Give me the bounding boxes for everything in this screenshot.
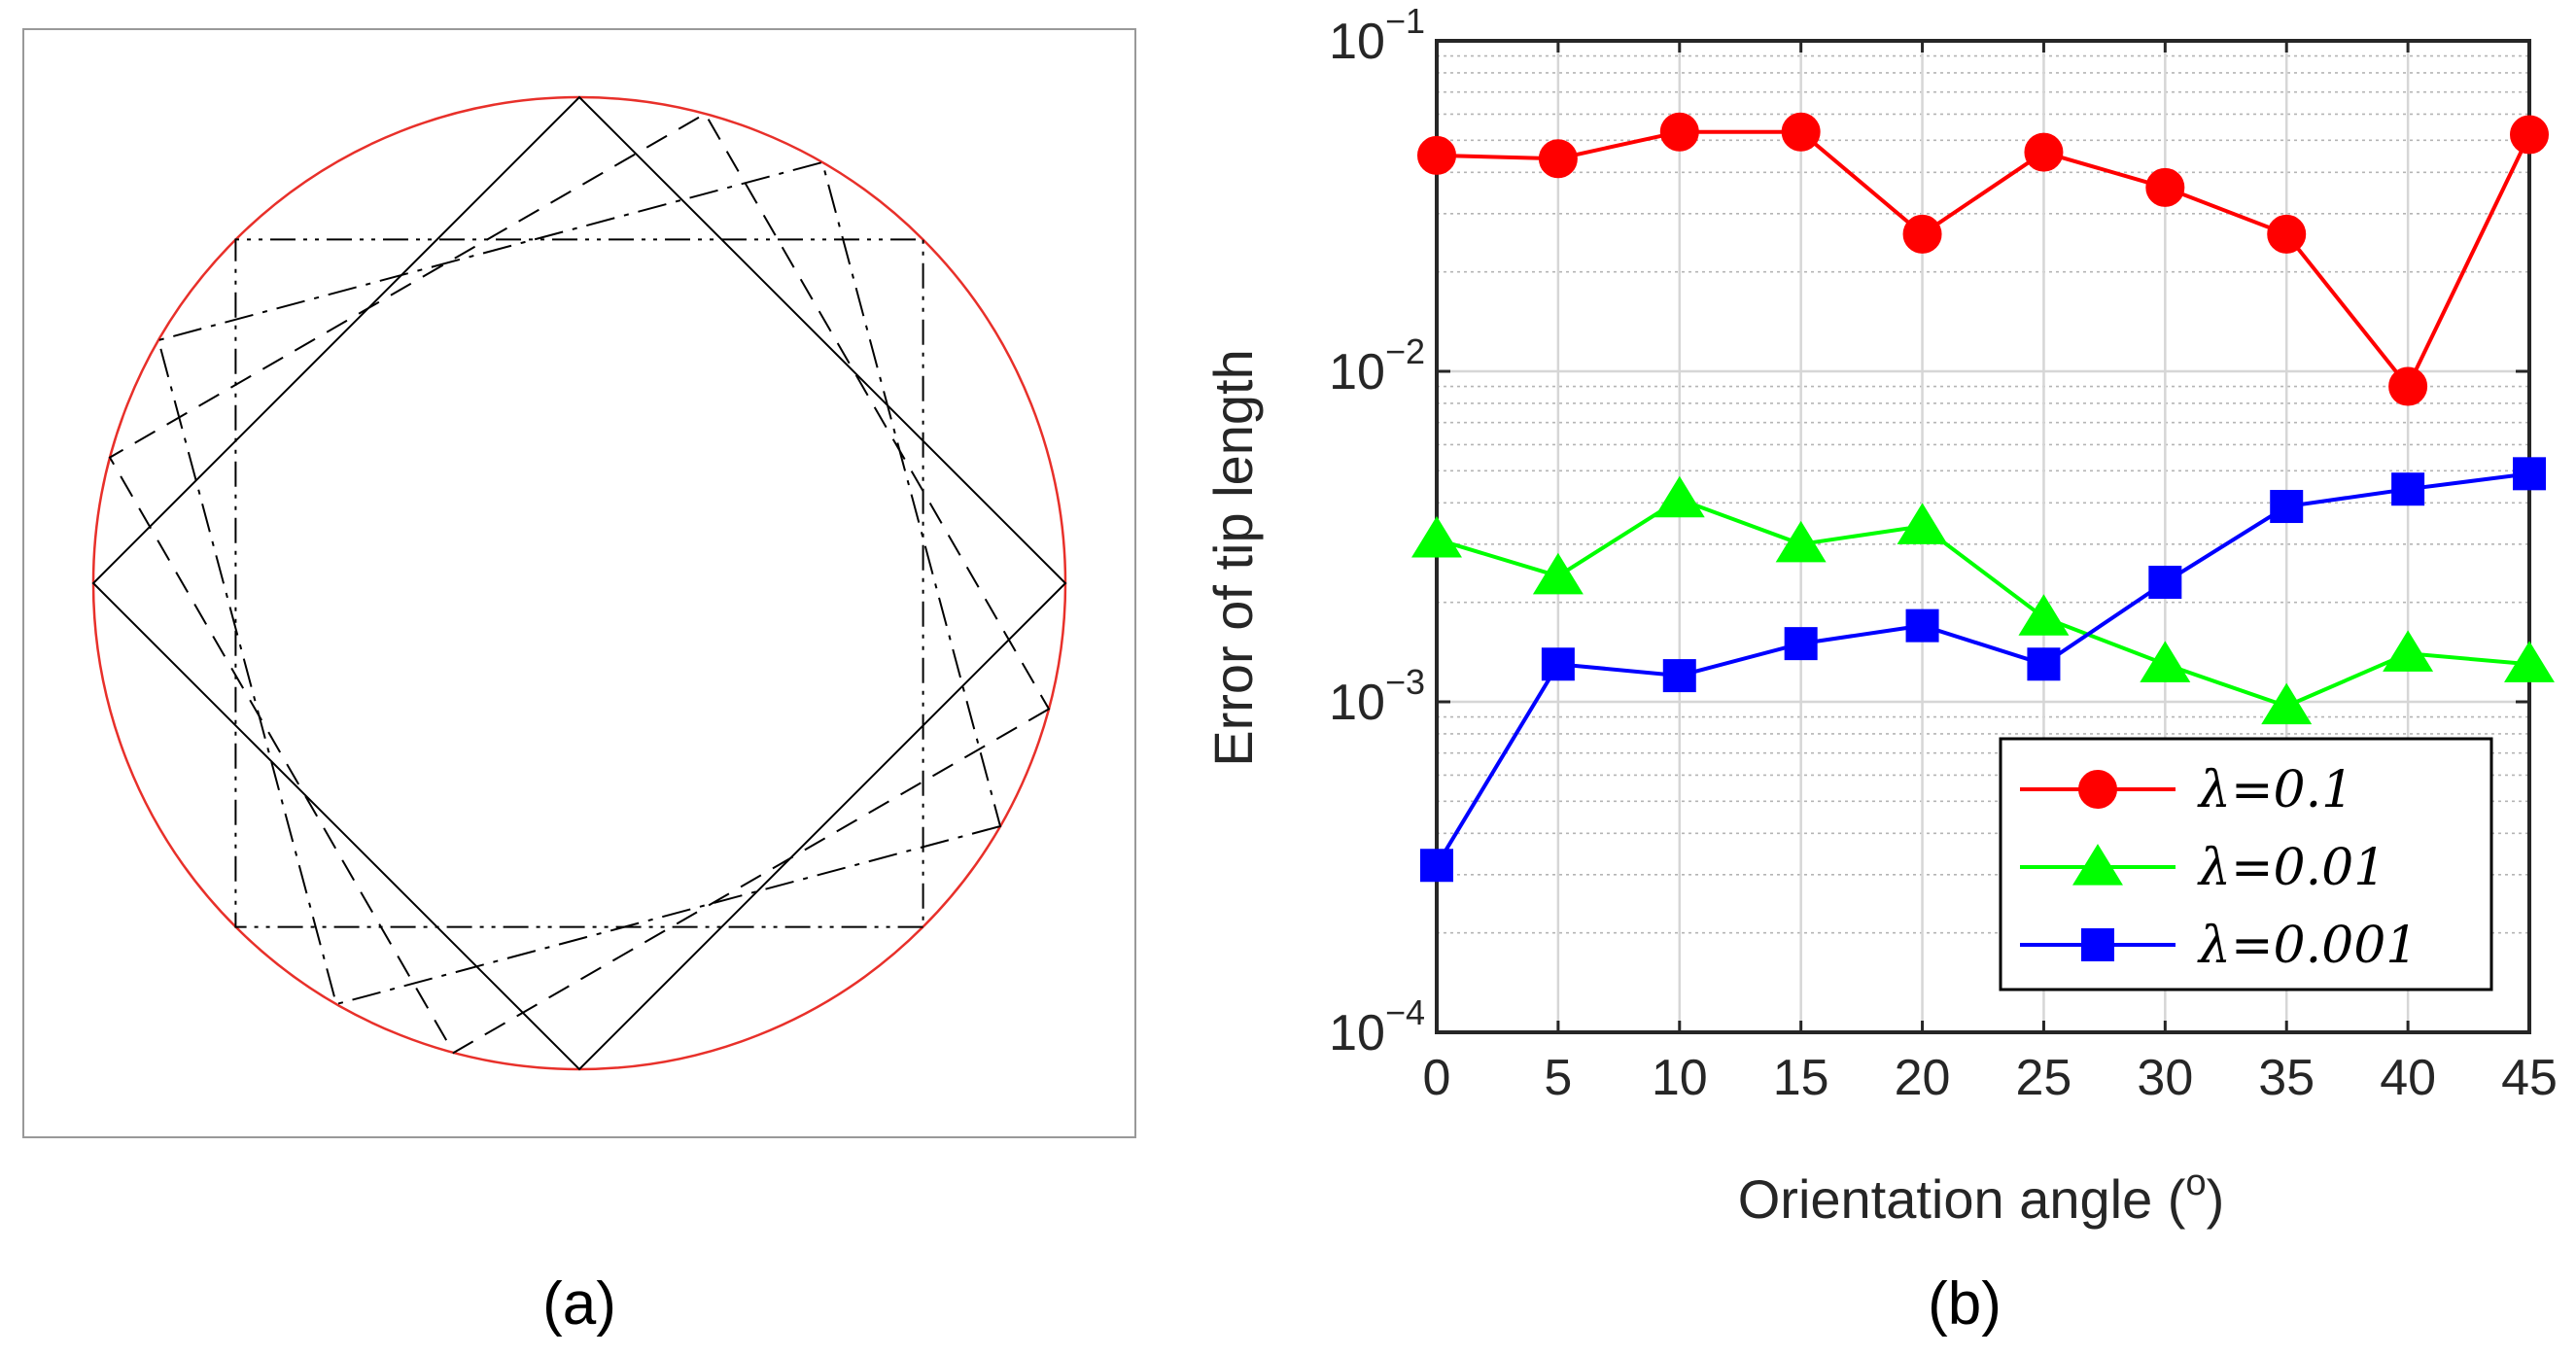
series-line: [1436, 497, 2530, 709]
data-point: [2261, 682, 2313, 725]
y-tick-label-base: 10: [1329, 1005, 1385, 1061]
y-tick-label: 10−4: [1329, 992, 1425, 1061]
x-tick-label: 0: [1423, 1050, 1451, 1106]
data-point: [2140, 641, 2191, 682]
x-tick-label: 35: [2258, 1050, 2315, 1106]
data-point: [2270, 490, 2304, 524]
legend-entry: λ=0.001: [2020, 917, 2418, 975]
data-point: [1411, 516, 1462, 558]
legend-label: λ=0.1: [2197, 761, 2353, 819]
data-point: [1905, 608, 1939, 643]
panel-a-frame: [22, 28, 1136, 1138]
x-axis-label-end: ): [2207, 1168, 2225, 1230]
data-point: [2513, 457, 2546, 491]
data-point: [1541, 647, 1575, 681]
data-point: [1659, 112, 1699, 152]
series-1: [1417, 112, 2549, 406]
y-tick-label-exponent: −3: [1385, 662, 1425, 702]
data-point: [1417, 135, 1456, 175]
data-point: [1902, 214, 1942, 254]
y-tick-label-base: 10: [1329, 675, 1385, 731]
y-tick-label-exponent: −2: [1385, 331, 1425, 371]
data-point: [2145, 167, 2185, 207]
x-tick-label: 40: [2380, 1050, 2436, 1106]
series-line: [1435, 471, 2530, 867]
data-point: [2383, 630, 2434, 672]
data-point: [2148, 566, 2182, 600]
square-15deg: [157, 160, 1002, 1006]
data-point: [2510, 115, 2549, 155]
data-point: [1654, 475, 1705, 518]
y-tick-label-base: 10: [1329, 14, 1385, 70]
x-tick-label: 20: [1895, 1050, 1951, 1106]
legend-entry: λ=0.01: [2020, 839, 2385, 897]
legend-marker: [2078, 770, 2117, 809]
data-point: [1775, 520, 1827, 563]
data-point: [1532, 552, 1584, 595]
legend-entry: λ=0.1: [2020, 761, 2353, 819]
series-2: [1411, 475, 2555, 725]
data-point: [2504, 641, 2555, 682]
x-tick-label: 5: [1544, 1050, 1572, 1106]
panel-b-label: (b): [1928, 1270, 2002, 1338]
panel-a-label: (a): [542, 1270, 616, 1338]
chart-series: [1411, 112, 2555, 883]
data-point: [2024, 132, 2064, 172]
x-axis-label-main: Orientation angle (: [1738, 1168, 2186, 1230]
x-tick-label: 10: [1652, 1050, 1708, 1106]
circumscribed-circle: [91, 95, 1067, 1071]
data-point: [1897, 503, 1948, 544]
data-point: [1420, 849, 1453, 883]
data-point: [1662, 659, 1696, 693]
square-30deg: [108, 112, 1051, 1055]
legend: λ=0.1 λ=0.01 λ=0.001: [1999, 737, 2493, 991]
panel-a: (a): [22, 28, 1136, 1338]
data-point: [1538, 139, 1578, 179]
y-tick-label: 10−2: [1329, 331, 1425, 400]
y-tick-label: 10−3: [1329, 662, 1425, 731]
x-axis-label: Orientation angle (o): [1738, 1163, 2225, 1230]
data-point: [2388, 366, 2428, 406]
panel-a-shapes: [91, 95, 1067, 1071]
y-tick-label-base: 10: [1329, 344, 1385, 400]
data-point: [2027, 647, 2061, 681]
data-point: [2391, 472, 2425, 506]
y-tick-label: 10−1: [1329, 1, 1425, 70]
data-point: [2267, 214, 2307, 254]
legend-items: λ=0.1 λ=0.01 λ=0.001: [2020, 761, 2418, 975]
legend-marker: [2072, 844, 2123, 886]
x-axis-label-sup: o: [2185, 1163, 2206, 1203]
series-3: [1420, 457, 2546, 883]
legend-label: λ=0.01: [2197, 839, 2385, 897]
x-tick-label: 30: [2137, 1050, 2193, 1106]
x-tick-label: 45: [2501, 1050, 2558, 1106]
x-tick-label: 25: [2016, 1050, 2072, 1106]
y-axis-label: Error of tip length: [1202, 349, 1264, 767]
series-line: [1436, 129, 2531, 391]
y-tick-label-exponent: −4: [1385, 992, 1425, 1032]
data-point: [2018, 594, 2070, 636]
square-0deg: [234, 238, 924, 928]
y-tick-label-exponent: −1: [1385, 1, 1425, 41]
legend-marker: [2081, 928, 2114, 961]
data-point: [1781, 112, 1821, 152]
square-45deg: [91, 95, 1067, 1071]
x-tick-label: 15: [1773, 1050, 1829, 1106]
data-point: [1784, 627, 1818, 661]
legend-label: λ=0.001: [2197, 917, 2418, 975]
